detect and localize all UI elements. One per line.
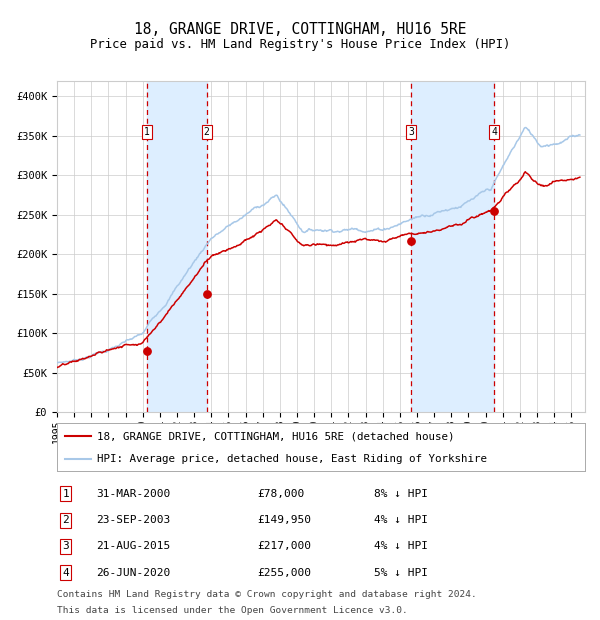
Text: 4: 4 <box>62 568 69 578</box>
Text: 26-JUN-2020: 26-JUN-2020 <box>97 568 171 578</box>
Text: HPI: Average price, detached house, East Riding of Yorkshire: HPI: Average price, detached house, East… <box>97 454 487 464</box>
Point <box>489 206 499 216</box>
Text: 4% ↓ HPI: 4% ↓ HPI <box>374 541 428 551</box>
Text: £78,000: £78,000 <box>257 489 305 498</box>
Text: 1: 1 <box>62 489 69 498</box>
Text: 5% ↓ HPI: 5% ↓ HPI <box>374 568 428 578</box>
Text: 18, GRANGE DRIVE, COTTINGHAM, HU16 5RE (detached house): 18, GRANGE DRIVE, COTTINGHAM, HU16 5RE (… <box>97 432 454 441</box>
Text: £149,950: £149,950 <box>257 515 311 525</box>
Text: £217,000: £217,000 <box>257 541 311 551</box>
Text: 4% ↓ HPI: 4% ↓ HPI <box>374 515 428 525</box>
Text: 3: 3 <box>408 127 414 137</box>
Text: 31-MAR-2000: 31-MAR-2000 <box>97 489 171 498</box>
Text: Price paid vs. HM Land Registry's House Price Index (HPI): Price paid vs. HM Land Registry's House … <box>90 38 510 51</box>
Bar <box>147 81 206 412</box>
Text: 21-AUG-2015: 21-AUG-2015 <box>97 541 171 551</box>
Text: £255,000: £255,000 <box>257 568 311 578</box>
Text: Contains HM Land Registry data © Crown copyright and database right 2024.: Contains HM Land Registry data © Crown c… <box>57 590 477 600</box>
Text: 4: 4 <box>491 127 497 137</box>
Text: This data is licensed under the Open Government Licence v3.0.: This data is licensed under the Open Gov… <box>57 606 408 616</box>
Text: 23-SEP-2003: 23-SEP-2003 <box>97 515 171 525</box>
Text: 1: 1 <box>144 127 150 137</box>
Text: 2: 2 <box>62 515 69 525</box>
Bar <box>411 81 494 412</box>
Text: 8% ↓ HPI: 8% ↓ HPI <box>374 489 428 498</box>
Text: 3: 3 <box>62 541 69 551</box>
Point <box>142 346 152 356</box>
Text: 18, GRANGE DRIVE, COTTINGHAM, HU16 5RE: 18, GRANGE DRIVE, COTTINGHAM, HU16 5RE <box>134 22 466 37</box>
Point <box>202 289 211 299</box>
Text: 2: 2 <box>204 127 209 137</box>
Point <box>406 236 416 246</box>
